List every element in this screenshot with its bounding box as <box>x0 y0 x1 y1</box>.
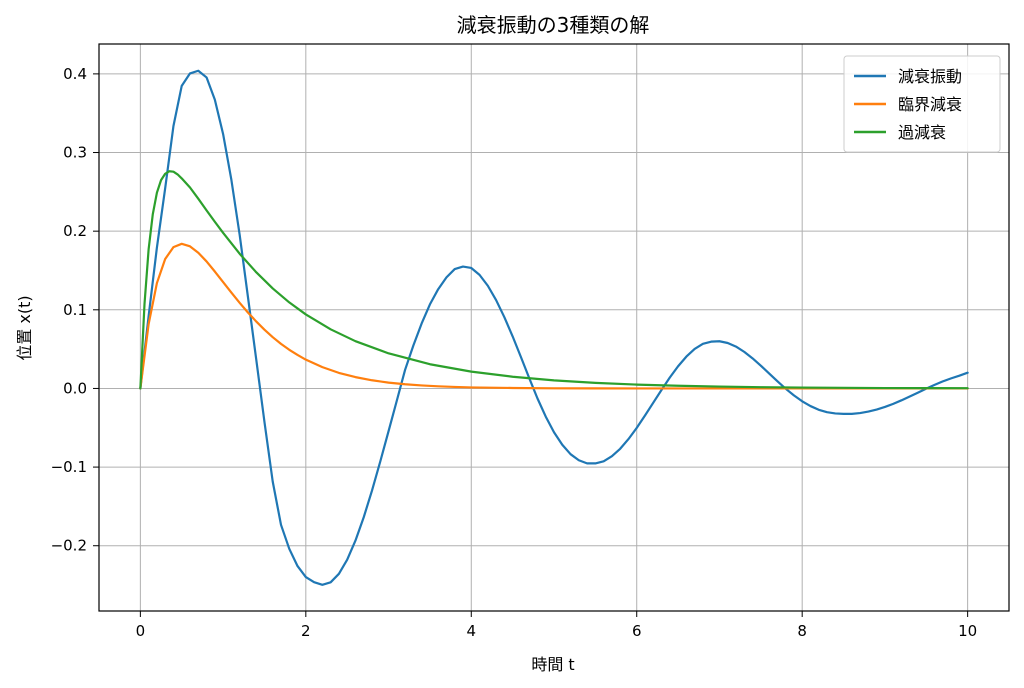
x-tick-label: 6 <box>632 622 642 640</box>
grid <box>99 44 1009 611</box>
series-layer <box>139 69 969 586</box>
legend-label-0: 減衰振動 <box>898 67 962 86</box>
x-tick-label: 10 <box>958 622 977 640</box>
y-tick-label: −0.1 <box>51 458 87 476</box>
x-axis-label: 時間 t <box>531 655 574 674</box>
x-tick-label: 2 <box>301 622 311 640</box>
y-tick-label: 0.1 <box>63 301 87 319</box>
y-axis-label: 位置 x(t) <box>15 295 34 360</box>
x-tick-label: 4 <box>466 622 476 640</box>
y-tick-label: 0.2 <box>63 222 87 240</box>
y-tick-label: 0.3 <box>63 144 87 162</box>
series-line-1 <box>139 242 969 390</box>
y-tick-label: 0.0 <box>63 379 87 397</box>
legend-label-2: 過減衰 <box>898 123 946 142</box>
ticks: 0 2 4 6 8 10 −0.2 −0.1 0.0 0.1 0.2 0.3 0.4 <box>51 65 978 640</box>
y-tick-label: 0.4 <box>63 65 87 83</box>
x-tick-label: 0 <box>136 622 146 640</box>
chart-title: 減衰振動の3種類の解 <box>457 13 650 37</box>
y-tick-label: −0.2 <box>51 537 87 555</box>
plot-frame <box>98 43 1010 612</box>
legend-label-1: 臨界減衰 <box>898 95 962 114</box>
legend-box <box>843 55 1001 153</box>
series-line-2 <box>139 170 969 390</box>
series-line-0 <box>139 69 969 586</box>
x-tick-label: 8 <box>797 622 807 640</box>
